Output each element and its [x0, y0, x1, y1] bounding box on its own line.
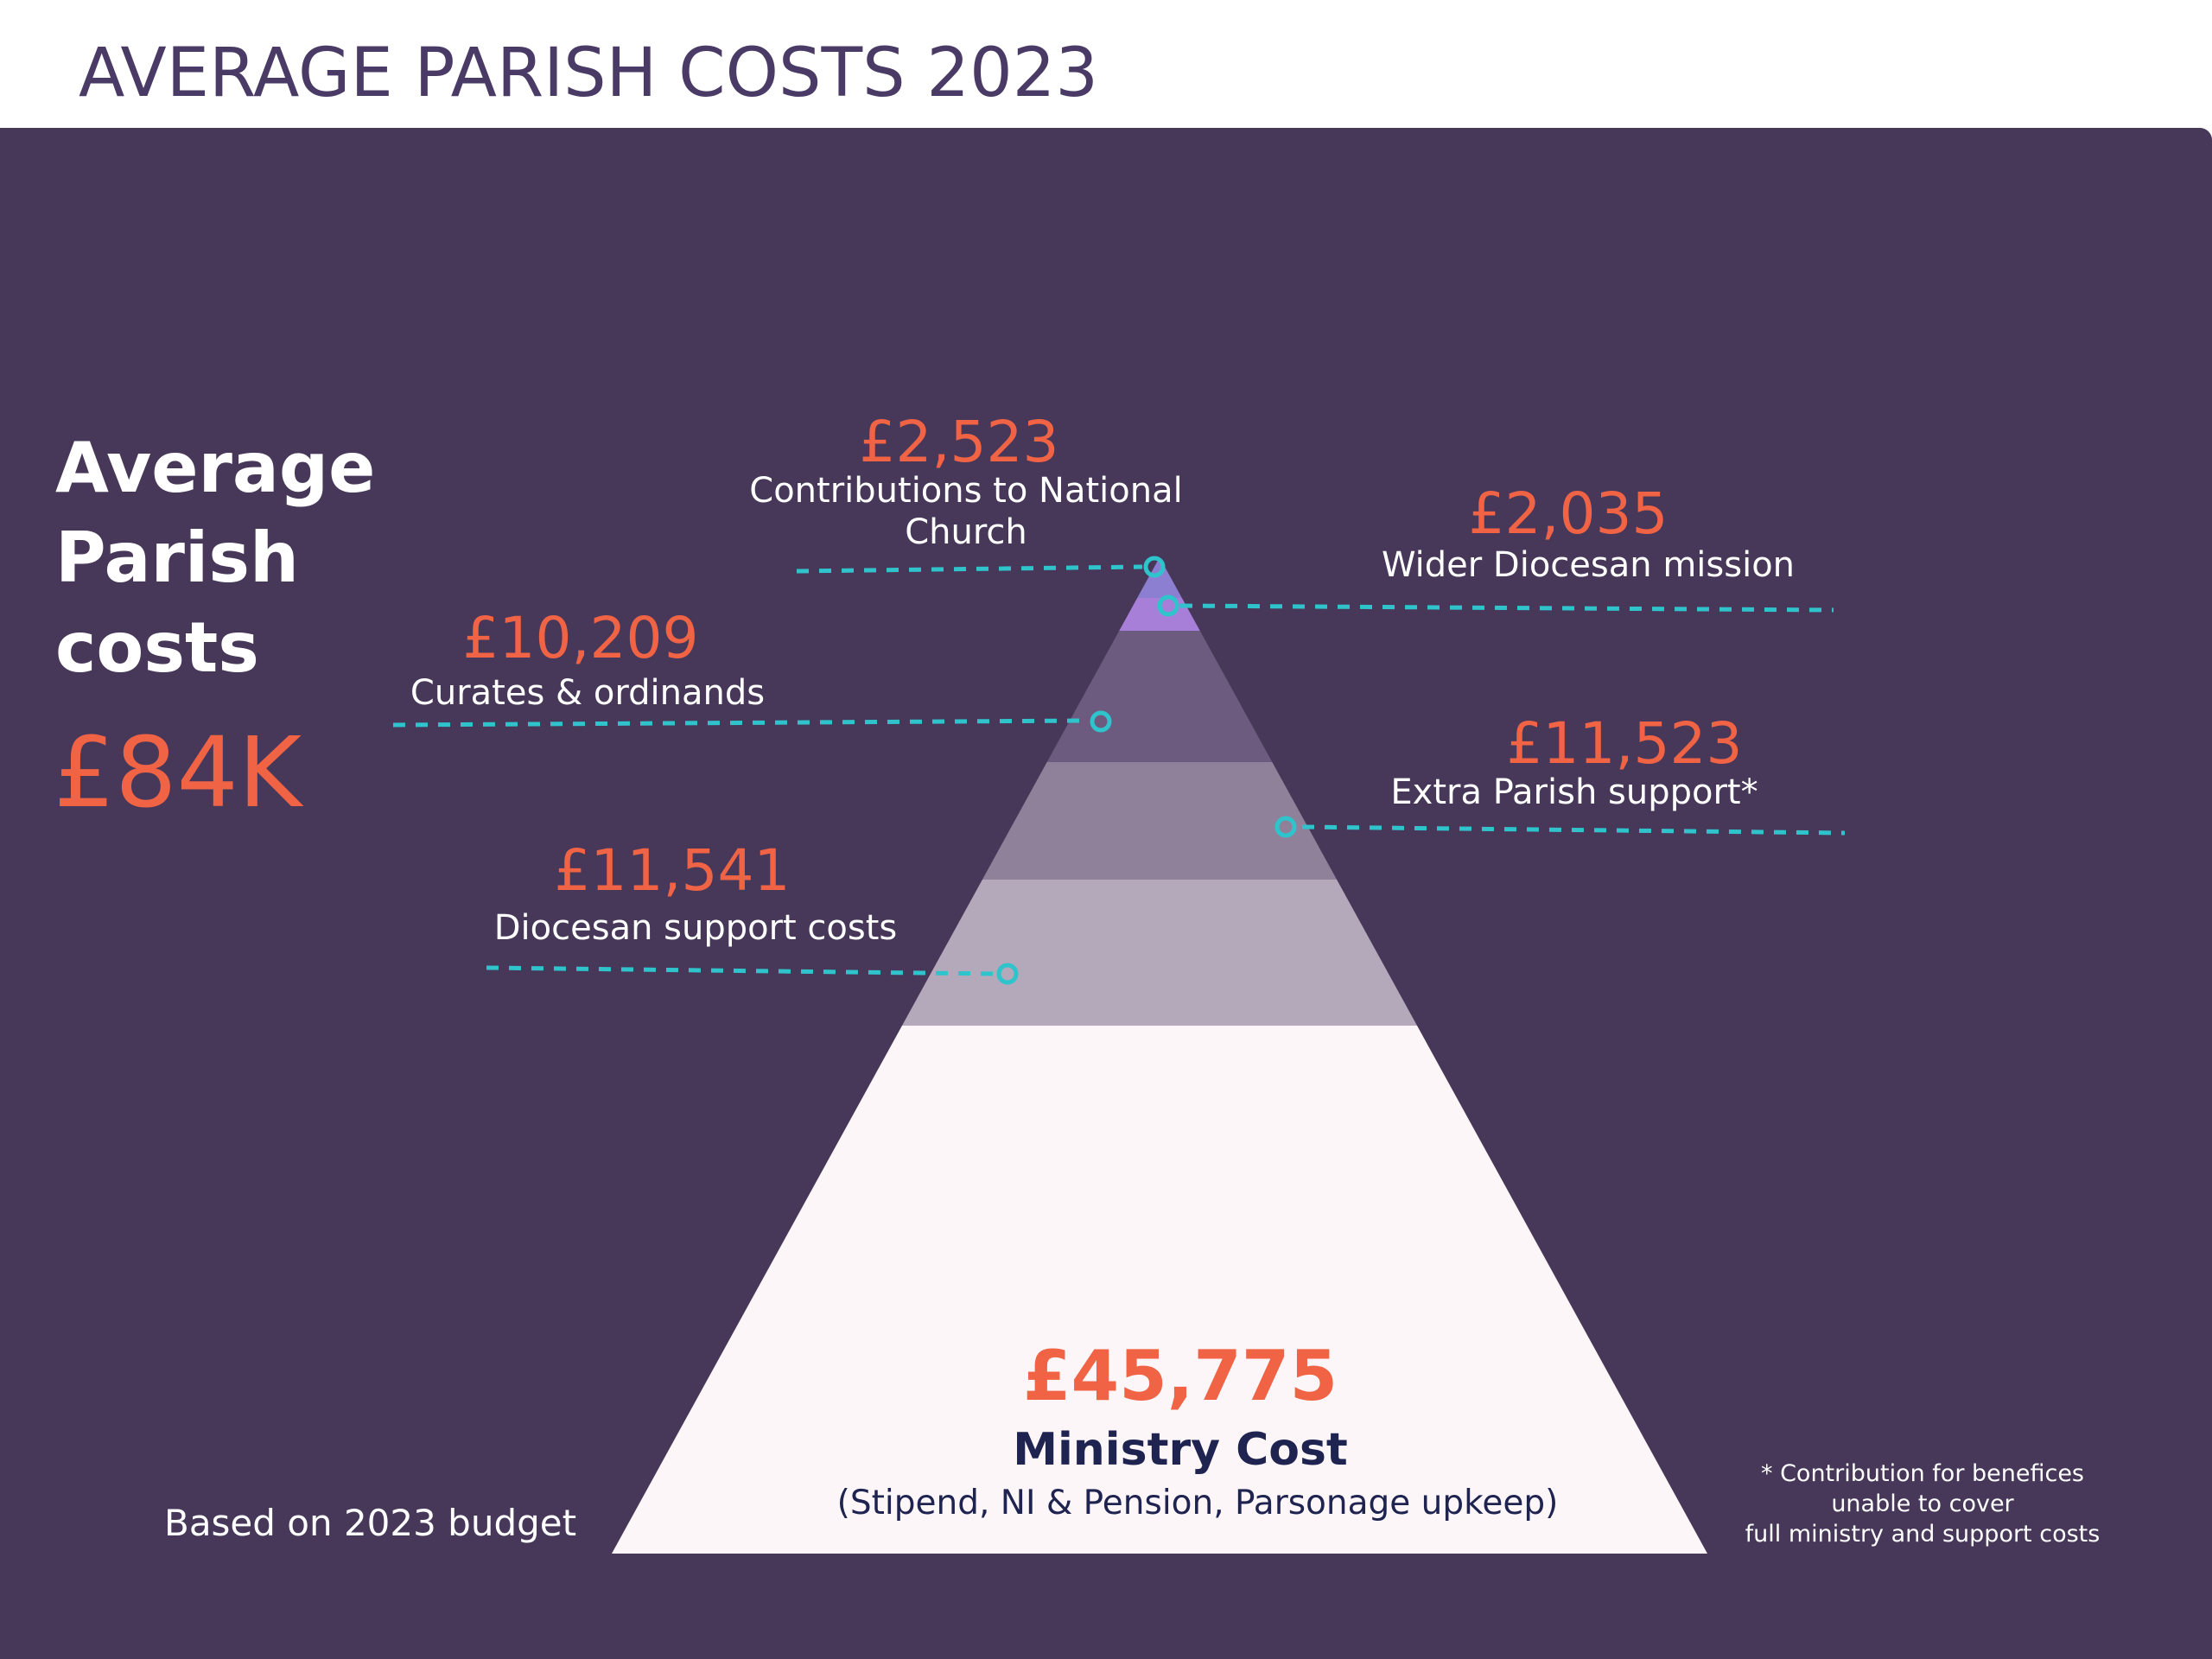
tier-diocesan-support: [901, 880, 1418, 1026]
value-curates: £10,209: [463, 605, 699, 671]
value-diocesan-support: £11,541: [555, 837, 791, 904]
marker-curates: [1090, 710, 1112, 733]
value-wider-diocesan: £2,035: [1469, 480, 1669, 547]
label-wider-diocesan: Wider Diocesan mission: [1382, 545, 1795, 585]
label-diocesan-support: Diocesan support costs: [494, 908, 898, 948]
tier-wider-diocesan: [1119, 598, 1200, 631]
footnote: * Contribution for benefices unable to c…: [1745, 1460, 2101, 1548]
label-extra-parish: Extra Parish support*: [1390, 772, 1758, 812]
summary-total: £84K: [54, 717, 302, 830]
marker-wider-diocesan: [1157, 594, 1179, 617]
label-ministry: Ministry Cost: [1013, 1424, 1348, 1476]
value-national-church: £2,523: [860, 409, 1059, 475]
sublabel-ministry: (Stipend, NI & Pension, Parsonage upkeep…: [837, 1484, 1559, 1522]
leader-line-national-church: [796, 564, 1143, 574]
leader-line-extra-parish: [1301, 824, 1846, 836]
tier-curates: [1046, 631, 1273, 762]
marker-extra-parish: [1274, 816, 1297, 838]
leader-line-diocesan-support: [486, 965, 995, 976]
leader-line-curates: [392, 718, 1088, 728]
label-national-church: Contributions to National: [749, 471, 1182, 511]
label-national-church-2: Church: [905, 512, 1027, 552]
budget-note: Based on 2023 budget: [164, 1502, 577, 1544]
label-curates: Curates & ordinands: [410, 673, 765, 713]
leader-line-wider-diocesan: [1179, 603, 1834, 613]
value-extra-parish: £11,523: [1507, 710, 1743, 777]
value-ministry: £45,775: [1023, 1336, 1338, 1416]
tier-ministry: [612, 1026, 1707, 1554]
tier-extra-parish: [982, 762, 1338, 880]
summary-heading: Average Parish costs: [55, 428, 376, 688]
header-bar: AVERAGE PARISH COSTS 2023: [0, 0, 2212, 128]
tier-national-church: [1137, 557, 1182, 598]
marker-diocesan-support: [996, 963, 1019, 985]
marker-national-church: [1143, 556, 1166, 578]
page-title: AVERAGE PARISH COSTS 2023: [79, 35, 1098, 112]
